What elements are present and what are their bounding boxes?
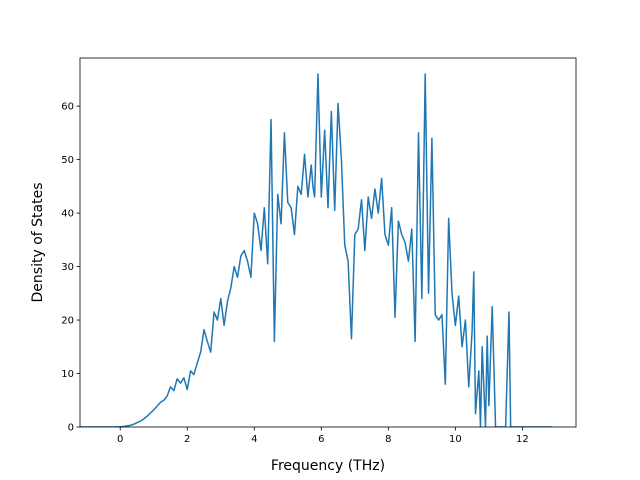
y-axis-ticks: 0 10 20 30 40 50 60 [61, 102, 80, 434]
series-layer [80, 73, 553, 427]
series-line-0 [80, 73, 553, 427]
y-tick-label: 30 [61, 262, 74, 273]
y-tick-label: 0 [68, 423, 74, 434]
y-tick-label: 40 [61, 209, 74, 220]
x-axis-ticks: 0 2 4 6 8 10 12 [117, 427, 529, 445]
y-axis-label: Density of States [30, 183, 46, 303]
x-tick-label: 2 [184, 434, 190, 445]
y-tick-label: 60 [61, 102, 74, 113]
x-tick-label: 8 [385, 434, 391, 445]
x-tick-label: 12 [516, 434, 529, 445]
x-tick-label: 10 [449, 434, 462, 445]
y-tick-label: 50 [61, 155, 74, 166]
x-axis-label: Frequency (THz) [271, 458, 385, 474]
x-tick-label: 6 [318, 434, 324, 445]
y-tick-label: 20 [61, 316, 74, 327]
y-tick-label: 10 [61, 369, 74, 380]
x-tick-label: 4 [251, 434, 257, 445]
plot-frame [79, 57, 577, 428]
x-tick-label: 0 [117, 434, 123, 445]
